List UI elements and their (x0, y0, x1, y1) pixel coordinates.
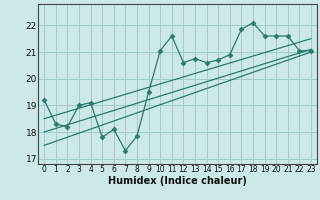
X-axis label: Humidex (Indice chaleur): Humidex (Indice chaleur) (108, 176, 247, 186)
